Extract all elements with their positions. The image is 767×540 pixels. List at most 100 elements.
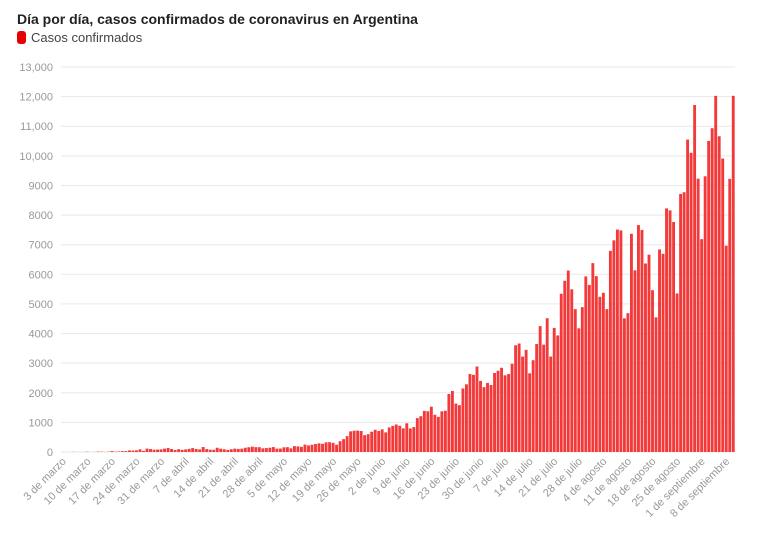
bar[interactable] xyxy=(556,335,560,452)
bar[interactable] xyxy=(135,450,138,452)
bar[interactable] xyxy=(689,152,693,452)
bar[interactable] xyxy=(363,435,367,452)
bar[interactable] xyxy=(570,289,574,452)
bar[interactable] xyxy=(426,411,430,452)
bar[interactable] xyxy=(521,356,525,452)
bar[interactable] xyxy=(486,382,489,452)
bar[interactable] xyxy=(278,448,282,452)
bar[interactable] xyxy=(577,328,581,452)
bar[interactable] xyxy=(236,448,240,452)
bar[interactable] xyxy=(215,447,219,452)
bar[interactable] xyxy=(601,292,605,452)
bar[interactable] xyxy=(658,249,661,452)
bar[interactable] xyxy=(212,449,216,452)
bar[interactable] xyxy=(282,447,286,452)
bar[interactable] xyxy=(394,424,398,452)
bar[interactable] xyxy=(566,270,570,452)
bar[interactable] xyxy=(700,239,704,452)
bar[interactable] xyxy=(166,448,170,452)
bar[interactable] xyxy=(117,451,121,452)
bar[interactable] xyxy=(552,327,556,452)
bar[interactable] xyxy=(461,388,465,452)
bar[interactable] xyxy=(335,444,339,452)
bar[interactable] xyxy=(187,448,191,452)
bar[interactable] xyxy=(191,448,195,452)
bar[interactable] xyxy=(573,309,577,452)
bar[interactable] xyxy=(640,229,644,452)
bar[interactable] xyxy=(538,326,542,452)
bar[interactable] xyxy=(447,394,451,452)
bar[interactable] xyxy=(303,444,307,452)
bar[interactable] xyxy=(331,442,335,452)
bar[interactable] xyxy=(145,448,149,452)
bar[interactable] xyxy=(345,436,349,452)
bar[interactable] xyxy=(503,375,507,452)
bar[interactable] xyxy=(317,443,321,452)
bar[interactable] xyxy=(173,450,177,452)
bar[interactable] xyxy=(163,448,166,452)
bar[interactable] xyxy=(559,293,563,452)
bar[interactable] xyxy=(440,411,444,452)
bar[interactable] xyxy=(293,446,296,452)
bar[interactable] xyxy=(285,447,289,452)
bar[interactable] xyxy=(710,128,714,452)
bar[interactable] xyxy=(686,139,690,452)
bar[interactable] xyxy=(517,343,521,452)
bar[interactable] xyxy=(380,429,384,452)
bar[interactable] xyxy=(482,387,486,452)
bar[interactable] xyxy=(268,447,272,452)
bar[interactable] xyxy=(415,418,419,452)
legend[interactable]: Casos confirmados xyxy=(17,30,142,45)
bar[interactable] xyxy=(672,221,676,452)
bar[interactable] xyxy=(250,446,254,452)
bar[interactable] xyxy=(198,449,202,452)
bar[interactable] xyxy=(152,449,156,452)
bar[interactable] xyxy=(324,442,328,453)
bar[interactable] xyxy=(647,254,651,452)
bar[interactable] xyxy=(465,384,468,452)
bar[interactable] xyxy=(696,178,700,452)
bar[interactable] xyxy=(405,423,409,452)
bar[interactable] xyxy=(184,449,188,452)
bar[interactable] xyxy=(724,245,728,452)
bar[interactable] xyxy=(300,446,303,452)
bar[interactable] xyxy=(717,136,721,452)
bar[interactable] xyxy=(675,293,679,453)
bar[interactable] xyxy=(721,158,725,452)
bar[interactable] xyxy=(226,449,230,452)
bar[interactable] xyxy=(131,450,135,452)
bar[interactable] xyxy=(257,447,261,452)
bar[interactable] xyxy=(608,250,612,452)
bar[interactable] xyxy=(177,449,181,452)
bar[interactable] xyxy=(310,444,314,452)
bar[interactable] xyxy=(457,405,461,452)
bar[interactable] xyxy=(342,439,346,452)
bar[interactable] xyxy=(233,448,237,452)
bar[interactable] xyxy=(229,449,233,452)
bar[interactable] xyxy=(419,416,423,452)
bar[interactable] xyxy=(703,176,707,452)
bar[interactable] xyxy=(479,380,482,452)
bar[interactable] xyxy=(240,448,244,452)
bar[interactable] xyxy=(275,448,279,452)
bar[interactable] xyxy=(493,373,496,452)
bar[interactable] xyxy=(373,429,377,452)
bar[interactable] xyxy=(654,317,658,452)
bar[interactable] xyxy=(500,367,503,452)
bar[interactable] xyxy=(450,390,454,452)
bar[interactable] xyxy=(433,414,437,452)
bar[interactable] xyxy=(563,280,567,452)
bar[interactable] xyxy=(352,430,356,452)
bar[interactable] xyxy=(208,449,212,452)
bar[interactable] xyxy=(124,451,128,452)
bar[interactable] xyxy=(391,425,395,452)
bar[interactable] xyxy=(612,240,616,452)
bar[interactable] xyxy=(524,349,528,452)
bar[interactable] xyxy=(142,450,145,452)
bar[interactable] xyxy=(454,403,458,452)
bar[interactable] xyxy=(545,318,549,452)
bar[interactable] xyxy=(496,370,500,452)
bar[interactable] xyxy=(201,447,205,452)
bar[interactable] xyxy=(110,451,114,452)
bar[interactable] xyxy=(261,448,265,452)
